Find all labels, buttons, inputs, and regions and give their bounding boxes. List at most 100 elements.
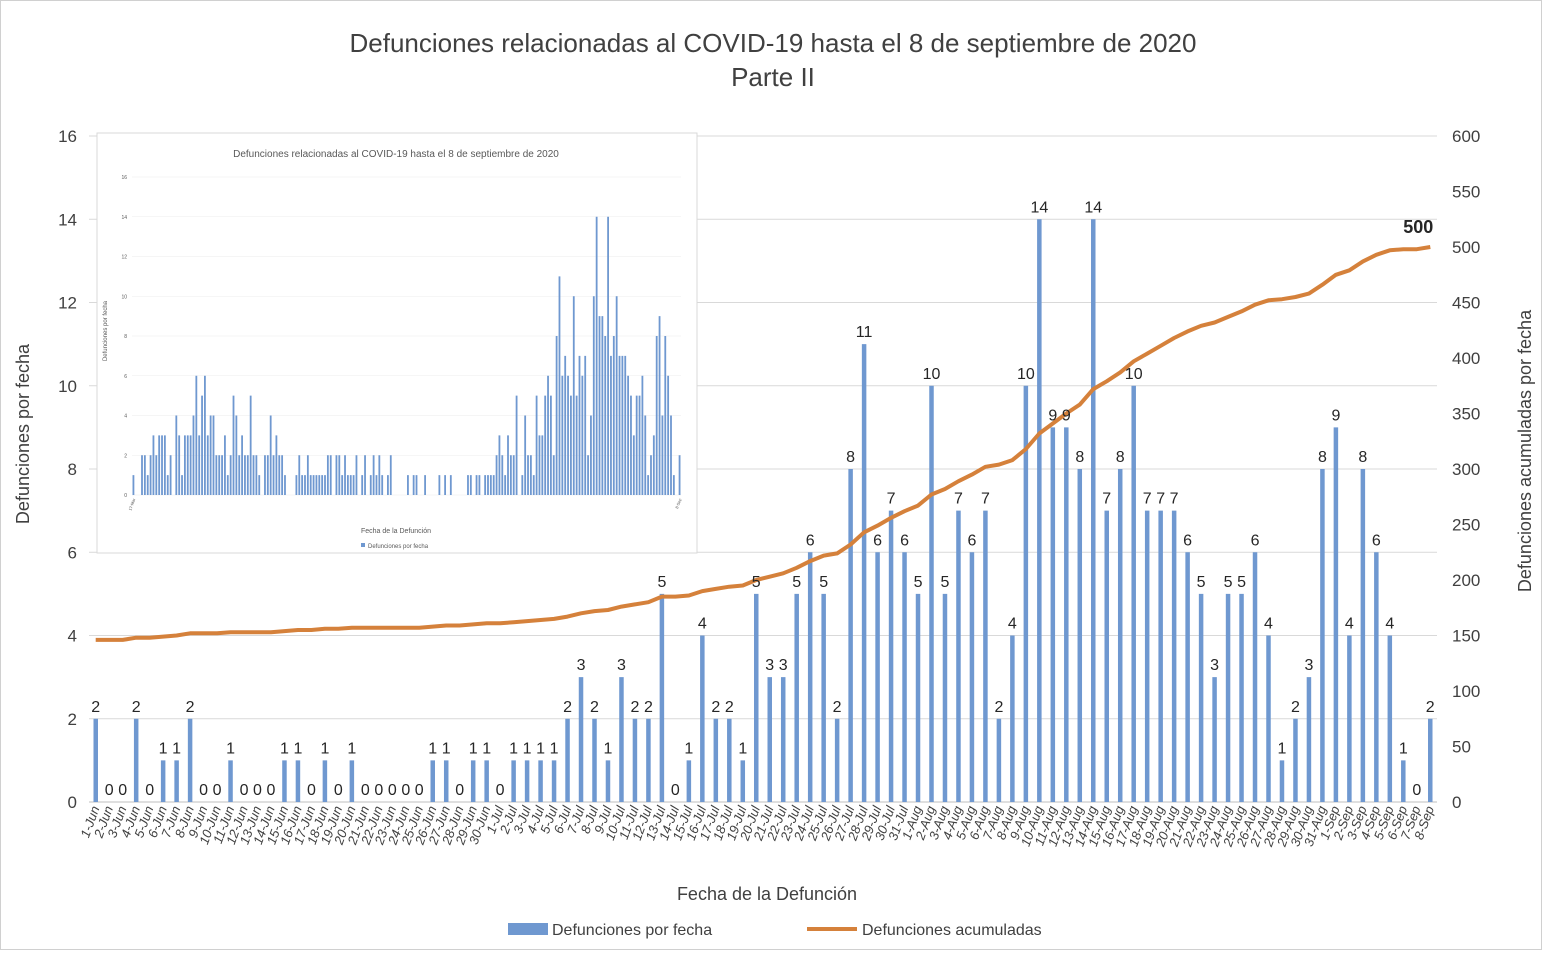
bar (821, 593, 826, 802)
bar-data-label: 0 (388, 782, 397, 799)
bar (511, 760, 516, 802)
inset-title: Defunciones relacionadas al COVID-19 has… (233, 149, 559, 160)
inset-bar (564, 355, 567, 495)
inset-bar (284, 475, 286, 495)
bar (659, 593, 665, 802)
chart-title: Defunciones relacionadas al COVID-19 has… (350, 28, 1197, 58)
inset-bar (389, 455, 392, 495)
inset-bar (424, 475, 426, 495)
bar-data-label: 0 (118, 782, 127, 799)
bar-data-label: 1 (226, 740, 235, 757)
inset-bar (512, 455, 515, 495)
bar-data-label: 4 (1264, 616, 1273, 633)
inset-plot-area: 0 2 4 6 8 10 12 14 16 17-Mar 8-Sep (121, 175, 682, 511)
inset-bar (567, 375, 569, 495)
inset-bar (269, 415, 272, 495)
inset-bar (246, 455, 249, 495)
bar-data-label: 2 (590, 699, 599, 716)
inset-bar (146, 475, 149, 495)
bar (942, 593, 948, 802)
inset-bar (438, 475, 441, 495)
inset-bar (229, 455, 232, 495)
bar-data-label: 11 (856, 324, 873, 341)
inset-bar (304, 475, 306, 495)
bar (902, 552, 907, 802)
inset-bar (381, 475, 384, 495)
inset-bar (615, 296, 618, 495)
bar (1091, 219, 1096, 802)
inset-bar (647, 475, 650, 495)
inset-bar (592, 296, 595, 495)
inset-bar (369, 475, 372, 495)
bar (646, 718, 651, 802)
inset-bar (375, 475, 378, 495)
inset-bar (212, 415, 215, 495)
inset-bar (495, 455, 498, 495)
y2-tick-label: 300 (1452, 460, 1480, 479)
inset-bar (335, 455, 338, 495)
bar (93, 718, 98, 802)
inset-bar (415, 475, 418, 495)
bar-data-label: 8 (846, 449, 855, 466)
inset-bar (221, 455, 223, 495)
bar-data-label: 1 (684, 740, 693, 757)
y-tick-label: 4 (68, 627, 77, 646)
bar-data-label: 1 (347, 740, 356, 757)
bar (1037, 219, 1042, 802)
bar-data-label: 1 (442, 740, 451, 757)
inset-bar (326, 455, 329, 495)
bar-data-label: 0 (145, 782, 154, 799)
y-axis-ticks: 0 2 4 6 8 10 12 14 16 (58, 127, 77, 812)
inset-bar (618, 355, 621, 495)
bar (133, 718, 139, 802)
x-axis-label: Fecha de la Defunción (677, 884, 857, 904)
bar-data-label: 1 (482, 740, 491, 757)
bar (1171, 510, 1177, 802)
y2-tick-label: 600 (1452, 127, 1480, 146)
inset-bar (264, 455, 266, 495)
inset-bar (655, 336, 658, 495)
bar (470, 760, 476, 802)
y-tick-label: 2 (68, 710, 77, 729)
inset-bar (175, 415, 178, 495)
bar-data-label: 10 (1125, 366, 1143, 383)
bar (565, 718, 570, 802)
inset-y-tick-label: 10 (121, 294, 127, 300)
bar (1131, 385, 1136, 802)
bar (1064, 427, 1069, 802)
legend: Defunciones por fecha Defunciones acumul… (508, 922, 1042, 939)
inset-x-tick-label: 8-Sep (674, 497, 683, 509)
bar-data-label: 3 (1304, 657, 1313, 674)
bar-data-label: 2 (1291, 699, 1300, 716)
bar-data-label: 2 (563, 699, 572, 716)
inset-bar (346, 475, 349, 495)
bar (1347, 635, 1352, 802)
inset-bar (163, 435, 166, 495)
inset-bar (547, 375, 549, 495)
inset-bar (612, 336, 615, 495)
inset-bar (198, 435, 201, 495)
inset-bar (524, 415, 527, 495)
inset-bar (444, 475, 447, 495)
y2-tick-label: 450 (1452, 294, 1480, 313)
bar (1158, 510, 1163, 802)
bar-data-label: 9 (1062, 407, 1071, 424)
bar (700, 635, 705, 802)
bar (780, 677, 786, 802)
bar-data-label: 8 (1116, 449, 1125, 466)
inset-bar (349, 475, 352, 495)
inset-bar (644, 415, 647, 495)
inset-bar (449, 475, 452, 495)
inset-bar (670, 415, 672, 495)
legend-line-label: Defunciones acumuladas (862, 922, 1042, 939)
inset-bar (412, 475, 415, 495)
inset-bar (575, 395, 578, 495)
bar-data-label: 8 (1075, 449, 1084, 466)
inset-bar (555, 336, 558, 495)
inset-bar (255, 455, 258, 495)
bar-data-label: 2 (1426, 699, 1435, 716)
bar-data-label: 1 (172, 740, 181, 757)
inset-bar (544, 395, 547, 495)
inset-bar (598, 316, 601, 495)
